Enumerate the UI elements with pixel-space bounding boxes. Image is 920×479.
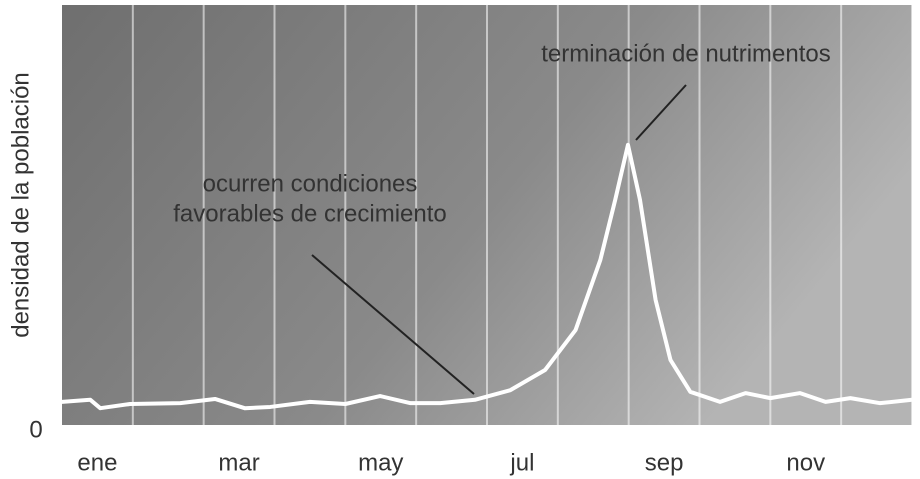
x-tick-label: nov bbox=[786, 449, 825, 476]
y-tick-label: 0 bbox=[29, 416, 42, 443]
annotation-text: favorables de crecimiento bbox=[173, 200, 446, 227]
x-tick-label: sep bbox=[645, 449, 684, 476]
x-tick-label: jul bbox=[509, 449, 534, 476]
y-axis-label: densidad de la población bbox=[7, 72, 34, 338]
population-line bbox=[60, 142, 914, 411]
x-tick-label: mar bbox=[218, 449, 259, 476]
annotation-text: ocurren condiciones bbox=[203, 170, 418, 197]
x-tick-label: ene bbox=[77, 449, 117, 476]
x-tick-label: may bbox=[358, 449, 403, 476]
annotation-pointer bbox=[635, 84, 687, 141]
annotation-text: terminación de nutrimentos bbox=[541, 40, 830, 67]
annotation-pointer bbox=[311, 254, 475, 395]
